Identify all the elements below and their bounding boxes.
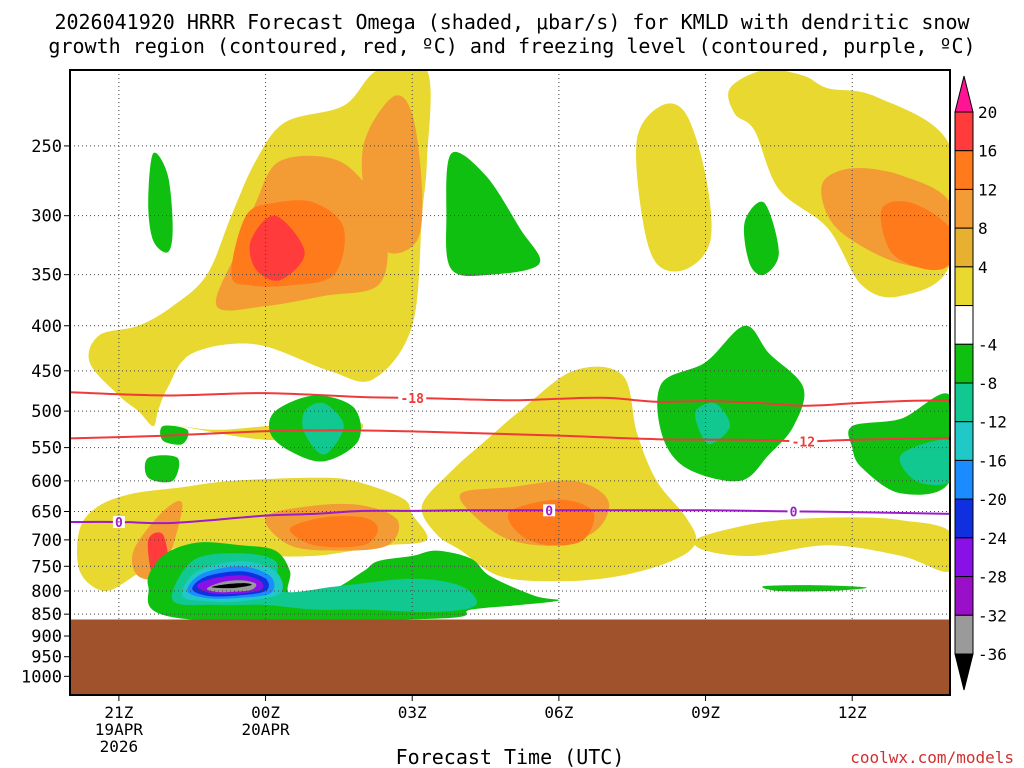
- colorbar-label-2: 12: [978, 180, 997, 199]
- temperature-contours: -18 -12 0 0 0: [70, 391, 950, 531]
- chart-title-line2: growth region (contoured, red, ºC) and f…: [48, 34, 975, 58]
- contour-line-2: [70, 509, 950, 525]
- y-tick-label-9: 700: [31, 531, 62, 551]
- omega-shading: [77, 70, 950, 622]
- ground-fill: [70, 619, 950, 695]
- colorbar-swatch-0: [954, 111, 974, 152]
- omega-region-16: [880, 201, 950, 271]
- colorbar-swatch-12: [954, 576, 974, 616]
- colorbar-label-13: -36: [978, 645, 1007, 664]
- omega-region-19: [148, 152, 173, 253]
- y-tick-label-5: 500: [31, 402, 62, 422]
- colorbar-label-12: -32: [978, 606, 1007, 625]
- contour-label-bg-1-0: [789, 435, 818, 448]
- colorbar-swatch-13: [954, 614, 974, 655]
- chart-title-line1: 2026041920 HRRR Forecast Omega (shaded, …: [54, 10, 970, 34]
- y-tick-label-10: 750: [31, 557, 62, 577]
- y-tick-label-15: 1000: [21, 667, 62, 687]
- contour-label-0-0: -18: [400, 392, 424, 407]
- omega-region-8: [361, 95, 423, 254]
- colorbar-swatch-8: [954, 421, 974, 461]
- colorbar-swatch-2: [954, 188, 974, 229]
- omega-region-23: [446, 151, 541, 277]
- x-tick-label-0-1: 19APR: [95, 720, 144, 739]
- contour-label-bg-0-0: [398, 391, 427, 404]
- y-tick-label-0: 250: [31, 137, 62, 157]
- y-tick-label-13: 900: [31, 627, 62, 647]
- colorbar-label-3: 8: [978, 219, 988, 238]
- colorbar-swatch-4: [954, 266, 974, 307]
- omega-region-21: [144, 455, 180, 483]
- colorbar-swatch-11: [954, 537, 974, 578]
- x-tick-label-0-0: 21Z: [104, 703, 133, 722]
- omega-region-4: [694, 517, 950, 572]
- colorbar-label-5: -4: [978, 335, 997, 354]
- y-tick-label-3: 400: [31, 317, 62, 337]
- colorbar-swatch-6: [954, 343, 974, 384]
- colorbar-swatch-3: [954, 227, 974, 268]
- colorbar-label-10: -24: [978, 529, 1007, 548]
- contour-label-bg-2-2: [787, 505, 800, 518]
- colorbar-label-4: 4: [978, 258, 988, 277]
- omega-region-29: [302, 402, 344, 455]
- colorbar-label-11: -28: [978, 568, 1007, 587]
- colorbar-swatch-10: [954, 498, 974, 539]
- omega-region-31: [899, 439, 950, 486]
- colorbar: 20 16 12 8 4 -4 -8 -12 -16 -20 -24 -28 -32 -36: [954, 75, 1007, 691]
- x-tick-label-2-0: 03Z: [398, 703, 427, 722]
- colorbar-swatch-5: [954, 305, 974, 345]
- omega-region-28: [762, 585, 867, 592]
- y-axis-ticks: 2503003504004505005506006507007508008509…: [21, 137, 70, 687]
- colorbar-swatch-1: [954, 150, 974, 190]
- contour-label-2-0: 0: [115, 516, 123, 531]
- colorbar-top-arrow: [954, 75, 974, 113]
- colorbar-swatch-9: [954, 459, 974, 500]
- x-tick-label-1-1: 20APR: [241, 720, 290, 739]
- colorbar-label-1: 16: [978, 142, 997, 161]
- colorbar-swatch-7: [954, 382, 974, 423]
- colorbar-label-6: -8: [978, 374, 997, 393]
- contour-label-bg-2-0: [112, 515, 125, 528]
- x-axis-label: Forecast Time (UTC): [396, 745, 625, 768]
- omega-region-14: [289, 515, 378, 548]
- y-tick-label-1: 300: [31, 207, 62, 227]
- contour-label-bg-2-1: [543, 504, 556, 517]
- y-tick-label-14: 950: [31, 648, 62, 668]
- footer-credit: coolwx.com/models: [850, 748, 1014, 767]
- omega-region-5: [636, 103, 712, 272]
- x-tick-label-1-0: 00Z: [251, 703, 280, 722]
- omega-region-25: [743, 201, 779, 276]
- contour-label-2-2: 0: [790, 505, 798, 520]
- x-tick-label-0-2: 2026: [100, 737, 139, 756]
- contour-line-0: [70, 391, 950, 407]
- colorbar-label-0: 20: [978, 103, 997, 122]
- omega-region-30: [695, 402, 731, 445]
- omega-region-38: [211, 583, 252, 589]
- contour-label-1-0: -12: [792, 435, 815, 450]
- y-tick-label-8: 650: [31, 503, 62, 523]
- y-tick-label-6: 550: [31, 439, 62, 459]
- colorbar-label-7: -12: [978, 413, 1007, 432]
- colorbar-label-9: -20: [978, 490, 1007, 509]
- plot-frame: [69, 69, 951, 696]
- colorbar-bottom-arrow: [954, 653, 974, 691]
- plot-area: -18 -12 0 0 0: [70, 70, 950, 695]
- y-tick-label-7: 600: [31, 472, 62, 492]
- x-tick-label-3-0: 06Z: [544, 703, 573, 722]
- omega-region-24: [657, 325, 805, 482]
- y-tick-label-11: 800: [31, 582, 62, 602]
- colorbar-label-8: -16: [978, 451, 1007, 470]
- x-tick-label-4-0: 09Z: [691, 703, 720, 722]
- contour-label-2-1: 0: [545, 504, 553, 519]
- y-tick-label-2: 350: [31, 266, 62, 286]
- omega-region-17: [249, 215, 305, 281]
- x-tick-label-5-0: 12Z: [838, 703, 867, 722]
- y-tick-label-4: 450: [31, 362, 62, 382]
- y-tick-label-12: 850: [31, 605, 62, 625]
